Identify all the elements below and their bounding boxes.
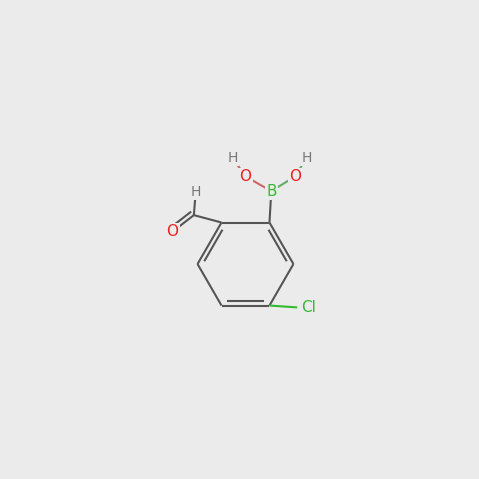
Text: O: O — [240, 169, 251, 184]
Text: H: H — [191, 185, 201, 199]
Text: Cl: Cl — [301, 300, 316, 315]
Text: H: H — [301, 151, 311, 165]
Text: O: O — [289, 169, 301, 184]
Text: H: H — [228, 151, 238, 165]
Text: B: B — [266, 183, 276, 199]
Text: O: O — [167, 224, 179, 239]
